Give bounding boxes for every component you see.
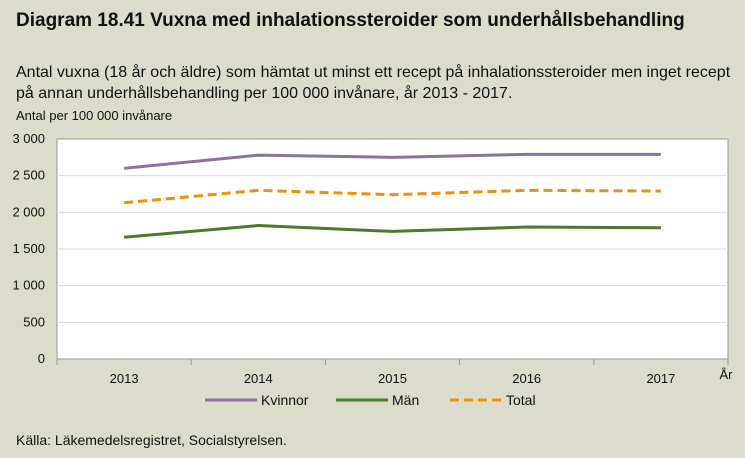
series-line-kvinnor [123, 152, 661, 170]
source-note: Källa: Läkemedelsregistret, Socialstyrel… [16, 432, 287, 448]
series-line-män [123, 224, 661, 239]
y-tick-label: 1 500 [12, 241, 45, 256]
y-tick-label: 2 000 [12, 204, 45, 219]
legend-label: Kvinnor [261, 392, 309, 408]
x-tick-label: 2015 [378, 371, 407, 386]
chart-title: Diagram 18.41 Vuxna med inhalationsstero… [16, 10, 685, 31]
legend-label: Total [506, 392, 536, 408]
y-axis-label: Antal per 100 000 invånare [16, 108, 173, 123]
line-chart: 0 500 1 000 1 500 2 000 2 500 3 000 2013 2014 20… [12, 131, 734, 408]
y-tick-label: 500 [23, 314, 45, 329]
legend-label: Män [392, 392, 419, 408]
x-tick-label: 2014 [244, 371, 273, 386]
x-axis-label: År [720, 367, 734, 382]
x-tick-label: 2017 [646, 371, 675, 386]
y-tick-label: 2 500 [12, 168, 45, 183]
y-tick-label: 1 000 [12, 278, 45, 293]
y-tick-label: 0 [38, 351, 45, 366]
x-tick-label: 2016 [512, 371, 541, 386]
y-tick-label: 3 000 [12, 131, 45, 146]
x-tick-label: 2013 [110, 371, 139, 386]
chart-subtitle: Antal vuxna (18 år och äldre) som hämtat… [16, 64, 731, 102]
series-line-total [123, 188, 661, 205]
